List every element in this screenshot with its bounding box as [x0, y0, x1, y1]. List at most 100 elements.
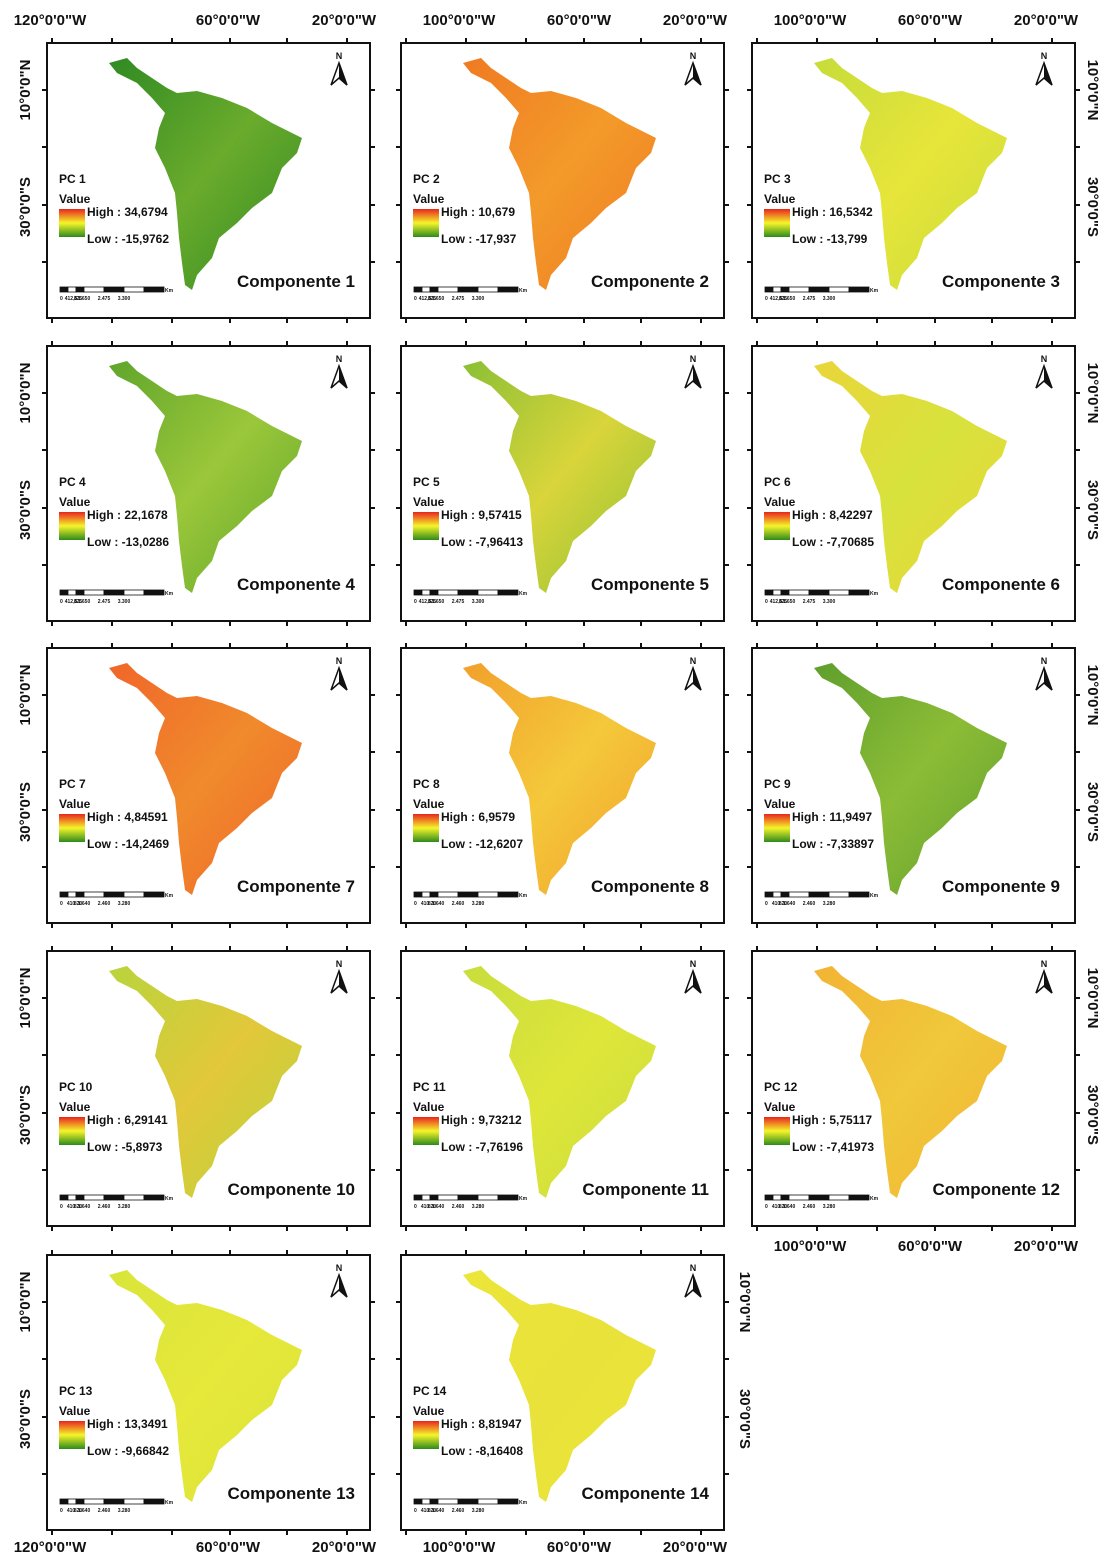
scale-label: 3.280	[118, 1508, 131, 1514]
pc-label: PC 13	[59, 1384, 93, 1398]
legend-low: Low : -15,9762	[87, 232, 169, 246]
scale-bar	[422, 287, 430, 292]
scale-bar	[414, 892, 422, 897]
page: NPC 1ValueHigh : 34,6794Low : -15,9762Co…	[0, 0, 1107, 1559]
scale-bar	[458, 287, 478, 292]
scale-label: 0	[765, 1204, 768, 1210]
legend-low: Low : -7,33897	[792, 837, 874, 851]
north-label: N	[336, 959, 343, 969]
scale-label: 0	[414, 901, 417, 907]
scale-label: 3.280	[118, 1204, 131, 1210]
legend-high: High : 13,3491	[87, 1417, 168, 1431]
scale-bar	[60, 1195, 68, 1200]
legend-title: Value	[413, 1100, 445, 1114]
scale-bar	[84, 892, 104, 897]
scale-bar	[84, 287, 104, 292]
longitude-label: 20°0'0"W	[1014, 1238, 1079, 1255]
latitude-label: 30°0'0"S	[17, 1085, 34, 1145]
legend-high: High : 5,75117	[792, 1113, 872, 1127]
scale-bar	[124, 1499, 144, 1504]
north-label: N	[690, 959, 697, 969]
legend-low: Low : -7,76196	[441, 1140, 523, 1154]
legend-high: High : 22,1678	[87, 508, 168, 522]
scale-label: 1.640	[432, 1508, 445, 1514]
scale-label: 2.460	[452, 901, 465, 907]
legend-ramp	[764, 512, 790, 540]
legend-title: Value	[413, 1404, 445, 1418]
scale-bar	[498, 892, 518, 897]
legend-ramp	[413, 209, 439, 237]
scale-bar	[124, 590, 144, 595]
scale-bar	[84, 1195, 104, 1200]
north-label: N	[1041, 354, 1048, 364]
panel-title: Componente 4	[237, 575, 356, 594]
scale-label: 1.650	[783, 599, 796, 605]
scale-bar	[765, 892, 773, 897]
scale-label: 1.640	[78, 1204, 91, 1210]
scale-bar	[478, 1499, 498, 1504]
scale-bar	[781, 892, 789, 897]
panel-title: Componente 11	[582, 1180, 709, 1199]
legend-high: High : 6,29141	[87, 1113, 168, 1127]
panel-title: Componente 12	[932, 1180, 1060, 1199]
scale-bar	[414, 590, 422, 595]
scale-label: 3.280	[472, 1204, 485, 1210]
latitude-label: 30°0'0"S	[17, 480, 34, 540]
scale-bar	[765, 590, 773, 595]
scale-label: 0	[414, 1204, 417, 1210]
scale-label: Km	[870, 1196, 879, 1202]
scale-label: 0	[414, 296, 417, 302]
scale-bar	[789, 1195, 809, 1200]
legend-title: Value	[413, 192, 445, 206]
latitude-label: 10°0'0"N	[17, 665, 34, 726]
scale-label: 1.650	[432, 599, 445, 605]
longitude-label: 60°0'0"W	[547, 12, 612, 29]
scale-bar	[76, 1499, 84, 1504]
scale-label: 3.300	[118, 599, 131, 605]
scale-bar	[458, 590, 478, 595]
scale-bar	[68, 892, 76, 897]
scale-label: 3.300	[823, 599, 836, 605]
map-panel: NPC 2ValueHigh : 10,679Low : -17,937Comp…	[396, 38, 729, 323]
scale-bar	[60, 892, 68, 897]
legend-title: Value	[59, 1404, 91, 1418]
map-panel: NPC 6ValueHigh : 8,42297Low : -7,70685Co…	[747, 341, 1080, 626]
scale-bar	[773, 892, 781, 897]
latitude-label: 10°0'0"N	[17, 1272, 34, 1333]
scale-label: 1.640	[783, 901, 796, 907]
map-panel: NPC 1ValueHigh : 34,6794Low : -15,9762Co…	[42, 38, 375, 323]
longitude-label: 60°0'0"W	[196, 12, 261, 29]
scale-label: 0	[60, 1508, 63, 1514]
panel-title: Componente 9	[942, 877, 1060, 896]
legend-high: High : 11,9497	[792, 810, 872, 824]
legend-low: Low : -7,96413	[441, 535, 523, 549]
legend-ramp	[59, 512, 85, 540]
legend-high: High : 10,679	[441, 205, 515, 219]
legend-high: High : 8,42297	[792, 508, 873, 522]
scale-bar	[422, 1499, 430, 1504]
scale-label: 0	[765, 901, 768, 907]
scale-label: Km	[165, 1500, 174, 1506]
scale-bar	[773, 287, 781, 292]
scale-label: Km	[519, 893, 528, 899]
scale-label: Km	[519, 591, 528, 597]
scale-bar	[458, 892, 478, 897]
scale-bar	[422, 1195, 430, 1200]
legend-low: Low : -8,16408	[441, 1444, 523, 1458]
scale-label: 2.475	[803, 296, 816, 302]
figure: NPC 1ValueHigh : 34,6794Low : -15,9762Co…	[0, 0, 1107, 1559]
scale-label: 2.460	[452, 1508, 465, 1514]
scale-bar	[144, 287, 164, 292]
scale-bar	[84, 590, 104, 595]
legend-title: Value	[59, 495, 91, 509]
scale-label: 3.280	[472, 901, 485, 907]
scale-bar	[60, 287, 68, 292]
north-label: N	[1041, 959, 1048, 969]
longitude-label: 100°0'0"W	[774, 1238, 847, 1255]
legend-title: Value	[413, 495, 445, 509]
pc-label: PC 10	[59, 1080, 93, 1094]
longitude-label: 20°0'0"W	[312, 1539, 377, 1556]
